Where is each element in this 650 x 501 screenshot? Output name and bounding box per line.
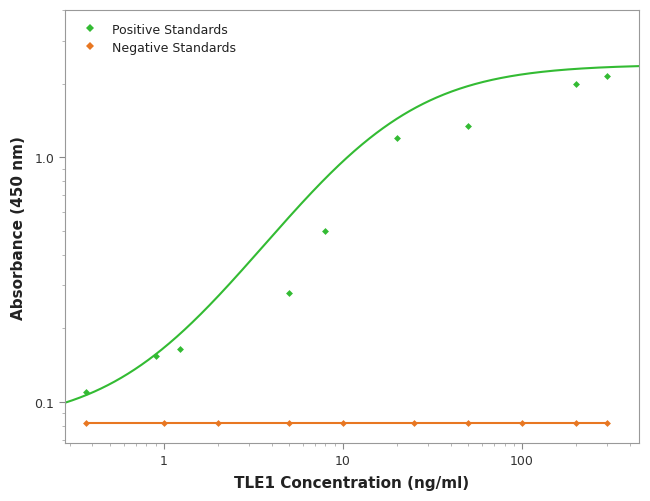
Negative Standards — [603, 420, 611, 426]
Negative Standards — [285, 420, 292, 426]
Positive Standards — [176, 346, 184, 352]
Negative Standards — [518, 420, 526, 426]
Negative Standards — [410, 420, 418, 426]
Positive Standards — [83, 389, 90, 395]
Negative Standards — [572, 420, 580, 426]
Positive Standards — [393, 136, 400, 142]
Positive Standards — [285, 290, 292, 296]
Negative Standards — [214, 420, 222, 426]
Positive Standards — [464, 123, 472, 129]
Negative Standards — [464, 420, 472, 426]
X-axis label: TLE1 Concentration (ng/ml): TLE1 Concentration (ng/ml) — [234, 475, 469, 490]
Positive Standards — [603, 74, 611, 80]
Line: Positive Standards: Positive Standards — [84, 75, 610, 395]
Positive Standards — [322, 228, 330, 234]
Line: Negative Standards: Negative Standards — [84, 421, 610, 426]
Y-axis label: Absorbance (450 nm): Absorbance (450 nm) — [11, 135, 26, 319]
Negative Standards — [339, 420, 346, 426]
Legend: Positive Standards, Negative Standards: Positive Standards, Negative Standards — [71, 18, 242, 61]
Negative Standards — [160, 420, 168, 426]
Positive Standards — [572, 82, 580, 88]
Positive Standards — [151, 353, 159, 359]
Negative Standards — [83, 420, 90, 426]
